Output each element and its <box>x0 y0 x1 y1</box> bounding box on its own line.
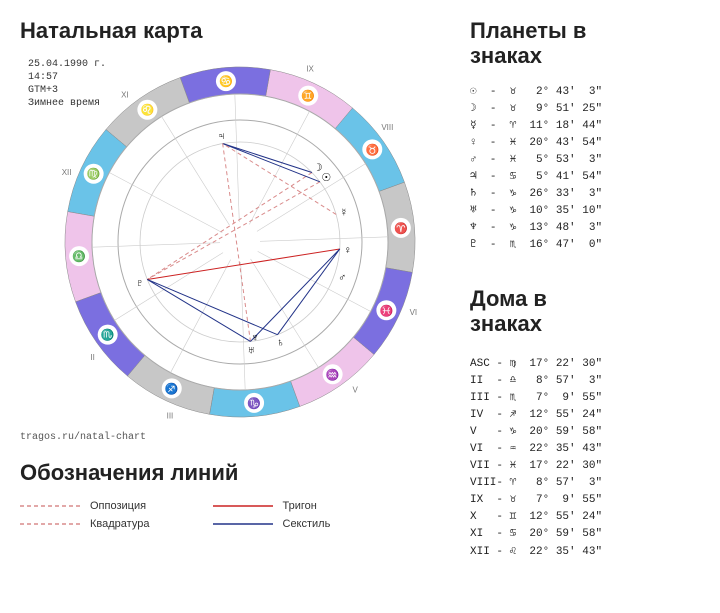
houses-title: Дома взнаках <box>470 286 547 337</box>
svg-text:♊: ♊ <box>301 90 315 103</box>
natal-chart: ♈♉♊♋♌♍♎♏♐♑♒♓☉☽☿♀♂♃♄♅♆♇MCICASDSIIIIIVVIVI… <box>60 62 420 422</box>
legend-item: Оппозиция <box>20 500 149 512</box>
main-title: Натальная карта <box>20 18 203 44</box>
planet-row: ♄ - ♑ 26° 33' 3" <box>470 186 602 203</box>
svg-text:♈: ♈ <box>394 222 408 235</box>
svg-text:V: V <box>352 385 358 394</box>
planet-row: ☿ - ♈ 11° 18' 44" <box>470 118 602 135</box>
legend-item: Квадратура <box>20 518 149 530</box>
svg-text:♏: ♏ <box>101 329 115 342</box>
house-row: XII - ♌ 22° 35' 43" <box>470 544 602 561</box>
house-row: II - ♎ 8° 57' 3" <box>470 373 602 390</box>
planet-row: ☽ - ♉ 9° 51' 25" <box>470 101 602 118</box>
svg-text:♇: ♇ <box>136 277 144 289</box>
svg-text:♄: ♄ <box>276 337 284 349</box>
planet-row: ♅ - ♑ 10° 35' 10" <box>470 203 602 220</box>
svg-text:VIII: VIII <box>381 123 393 132</box>
legend-label: Оппозиция <box>90 500 146 512</box>
house-row: IX - ♉ 7° 9' 55" <box>470 492 602 509</box>
house-row: ASC - ♍ 17° 22' 30" <box>470 356 602 373</box>
svg-text:♃: ♃ <box>217 131 225 143</box>
svg-text:♐: ♐ <box>165 382 179 395</box>
svg-text:III: III <box>167 411 174 420</box>
svg-text:☿: ☿ <box>340 207 348 219</box>
planet-row: ♂ - ♓ 5° 53' 3" <box>470 152 602 169</box>
svg-text:IX: IX <box>306 65 314 74</box>
svg-text:VI: VI <box>410 308 418 317</box>
svg-text:♓: ♓ <box>380 304 394 317</box>
svg-text:♉: ♉ <box>365 143 379 156</box>
house-row: V - ♑ 20° 59' 58" <box>470 424 602 441</box>
house-row: III - ♏ 7° 9' 55" <box>470 390 602 407</box>
legend-label: Квадратура <box>90 518 149 530</box>
house-row: VIII- ♈ 8° 57' 3" <box>470 475 602 492</box>
svg-text:♀: ♀ <box>344 245 352 257</box>
svg-text:♆: ♆ <box>251 332 259 344</box>
house-row: VI - ♒ 22° 35' 43" <box>470 441 602 458</box>
svg-text:♍: ♍ <box>87 168 101 181</box>
planets-list: ☉ - ♉ 2° 43' 3"☽ - ♉ 9° 51' 25"☿ - ♈ 11°… <box>470 84 602 254</box>
house-row: VII - ♓ 17° 22' 30" <box>470 458 602 475</box>
svg-text:♂: ♂ <box>338 272 346 284</box>
house-row: XI - ♋ 20° 59' 58" <box>470 526 602 543</box>
planets-title: Планеты взнаках <box>470 18 586 69</box>
footer-url: tragos.ru/natal-chart <box>20 432 146 443</box>
planet-row: ♀ - ♓ 20° 43' 54" <box>470 135 602 152</box>
legend-title: Обозначения линий <box>20 460 238 486</box>
svg-text:☉: ☉ <box>321 172 331 184</box>
svg-text:♋: ♋ <box>219 75 233 88</box>
svg-text:XII: XII <box>62 168 72 177</box>
planet-row: ☉ - ♉ 2° 43' 3" <box>470 84 602 101</box>
legend-label: Тригон <box>283 500 317 512</box>
svg-text:II: II <box>90 353 94 362</box>
houses-list: ASC - ♍ 17° 22' 30"II - ♎ 8° 57' 3"III -… <box>470 356 602 561</box>
house-row: IV - ♐ 12° 55' 24" <box>470 407 602 424</box>
legend: Оппозиция Квадратура Тригон Секстиль <box>20 500 330 536</box>
legend-item: Тригон <box>213 500 331 512</box>
svg-text:♒: ♒ <box>326 368 340 381</box>
svg-text:☽: ☽ <box>313 162 323 174</box>
svg-text:♌: ♌ <box>141 104 155 117</box>
svg-text:♎: ♎ <box>72 250 86 263</box>
svg-text:XI: XI <box>121 91 129 100</box>
planet-row: ♇ - ♏ 16° 47' 0" <box>470 237 602 254</box>
house-row: X - ♊ 12° 55' 24" <box>470 509 602 526</box>
legend-item: Секстиль <box>213 518 331 530</box>
legend-label: Секстиль <box>283 518 331 530</box>
planet-row: ♃ - ♋ 5° 41' 54" <box>470 169 602 186</box>
svg-text:♑: ♑ <box>247 397 261 410</box>
planet-row: ♆ - ♑ 13° 48' 3" <box>470 220 602 237</box>
svg-text:♅: ♅ <box>247 344 255 356</box>
